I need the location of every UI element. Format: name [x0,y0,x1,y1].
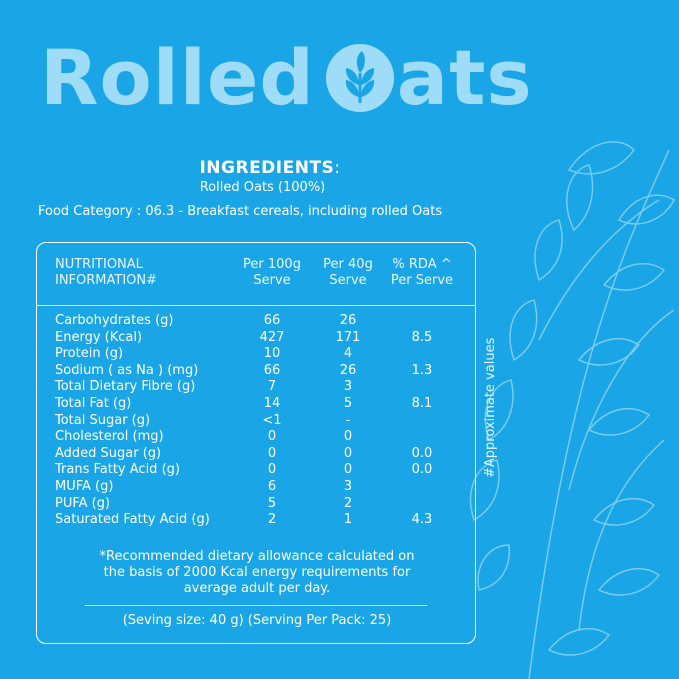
footnote-line2: the basis of 2000 Kcal energy requiremen… [103,565,411,580]
per-100g-value: 5 [267,495,277,511]
food-category: Food Category : 06.3 - Breakfast cereals… [38,204,443,219]
ingredients-value: Rolled Oats (100%) [199,180,326,195]
header-nutritional-line1: NUTRITIONAL [55,257,143,272]
per-100g-value: 7 [267,379,277,395]
rda-value: 8.5 [411,329,433,345]
per-100g-value: <1 [262,412,282,428]
table-row: Total Fat (g) 14 5 8.1 [55,396,465,413]
per-40g-value: 171 [335,329,361,345]
per-40g-value: 5 [343,395,353,411]
nutrient-name: Protein (g) [55,346,124,362]
serving-info: (Seving size: 40 g) (Serving Per Pack: 2… [122,613,392,628]
nutrient-name: Cholesterol (mg) [55,429,164,445]
per-100g-value: 6 [267,478,277,494]
nutrient-name: Carbohydrates (g) [55,313,174,328]
table-row: Trans Fatty Acid (g) 0 0 0.0 [55,462,465,479]
header-per-100g-line1: Per 100g [243,257,301,272]
per-100g-value: 10 [263,346,281,362]
rda-footnote: *Recommended dietary allowance calculate… [57,549,457,597]
ingredients-label: INGREDIENTS [199,158,335,178]
per-40g-value: 0 [343,429,353,445]
per-100g-value: 2 [267,512,277,528]
header-nutritional-information: NUTRITIONAL INFORMATION# [55,257,157,289]
ingredients-heading: INGREDIENTS: [0,158,540,178]
nutrient-name: Energy (Kcal) [55,329,143,345]
nutrient-name: Added Sugar (g) [55,445,162,461]
per-100g-value: 66 [263,313,281,328]
table-row: Total Dietary Fibre (g) 7 3 [55,379,465,396]
per-40g-value: 26 [339,313,357,328]
nutrient-name: Total Sugar (g) [55,412,151,428]
per-100g-value: 66 [263,362,281,378]
rda-value: 1.3 [411,362,433,378]
oat-plant-illustration [469,141,675,679]
per-40g-value: 3 [343,478,353,494]
header-rda: % RDA ^ Per Serve [387,257,457,289]
table-row: PUFA (g) 5 2 [55,496,465,513]
per-40g-value: 1 [343,512,353,528]
header-per-40g-line2: Serve [329,273,367,288]
rda-value: 0.0 [411,462,433,478]
per-100g-value: 0 [267,429,277,445]
ingredients-colon: : [334,158,341,178]
nutrient-name: MUFA (g) [55,478,114,494]
footnote-line3: average adult per day. [183,581,331,596]
table-row: Energy (Kcal) 427 171 8.5 [55,330,465,347]
header-divider [37,305,475,306]
nutrient-name: Saturated Fatty Acid (g) [55,512,210,528]
footnote-line1: *Recommended dietary allowance calculate… [99,549,415,564]
nutrient-name: Total Fat (g) [55,395,132,411]
nutrient-name: Trans Fatty Acid (g) [55,462,180,478]
per-100g-value: 427 [259,329,285,345]
table-row: Added Sugar (g) 0 0 0.0 [55,446,465,463]
table-row: Carbohydrates (g) 66 26 [55,313,465,330]
nutrient-name: Sodium ( as Na ) (mg) [55,362,199,378]
per-40g-value: 3 [343,379,353,395]
header-nutritional-line2: INFORMATION# [55,273,158,288]
per-40g-value: 0 [343,445,353,461]
per-40g-value: - [345,412,351,428]
table-row: Total Sugar (g) <1 - [55,413,465,430]
title-prefix: Rolled [40,33,315,122]
per-100g-value: 0 [267,462,277,478]
nutrient-name: Total Dietary Fibre (g) [55,379,196,395]
table-row: MUFA (g) 6 3 [55,479,465,496]
rda-value: 0.0 [411,445,433,461]
per-40g-value: 2 [343,495,353,511]
per-100g-value: 14 [263,395,281,411]
rda-value: 4.3 [411,512,433,528]
header-per-40g-line1: Per 40g [323,257,373,272]
header-rda-line2: Per Serve [390,273,454,288]
approximate-values-note: #Approximate values [483,337,498,478]
table-row: Sodium ( as Na ) (mg) 66 26 1.3 [55,363,465,380]
per-40g-value: 4 [343,346,353,362]
per-40g-value: 26 [339,362,357,378]
header-per-40g: Per 40g Serve [313,257,383,289]
table-row: Protein (g) 10 4 [55,346,465,363]
header-per-100g-line2: Serve [253,273,291,288]
per-40g-value: 0 [343,462,353,478]
per-100g-value: 0 [267,445,277,461]
header-rda-line1: % RDA ^ [392,257,452,272]
title-suffix: ats [396,33,533,122]
table-row: Cholesterol (mg) 0 0 [55,429,465,446]
table-row: Saturated Fatty Acid (g) 2 1 4.3 [55,512,465,529]
nutrient-name: PUFA (g) [55,495,111,511]
rda-value: 8.1 [411,395,433,411]
nutrition-rows: Carbohydrates (g) 66 26 Energy (Kcal) 427 17… [55,313,465,529]
header-per-100g: Per 100g Serve [237,257,307,289]
leaf-o-logo-icon [325,43,395,113]
footer-divider [85,605,427,606]
page-title: Rolled ats [40,40,533,116]
nutrition-table: NUTRITIONAL INFORMATION# Per 100g Serve … [36,242,476,644]
